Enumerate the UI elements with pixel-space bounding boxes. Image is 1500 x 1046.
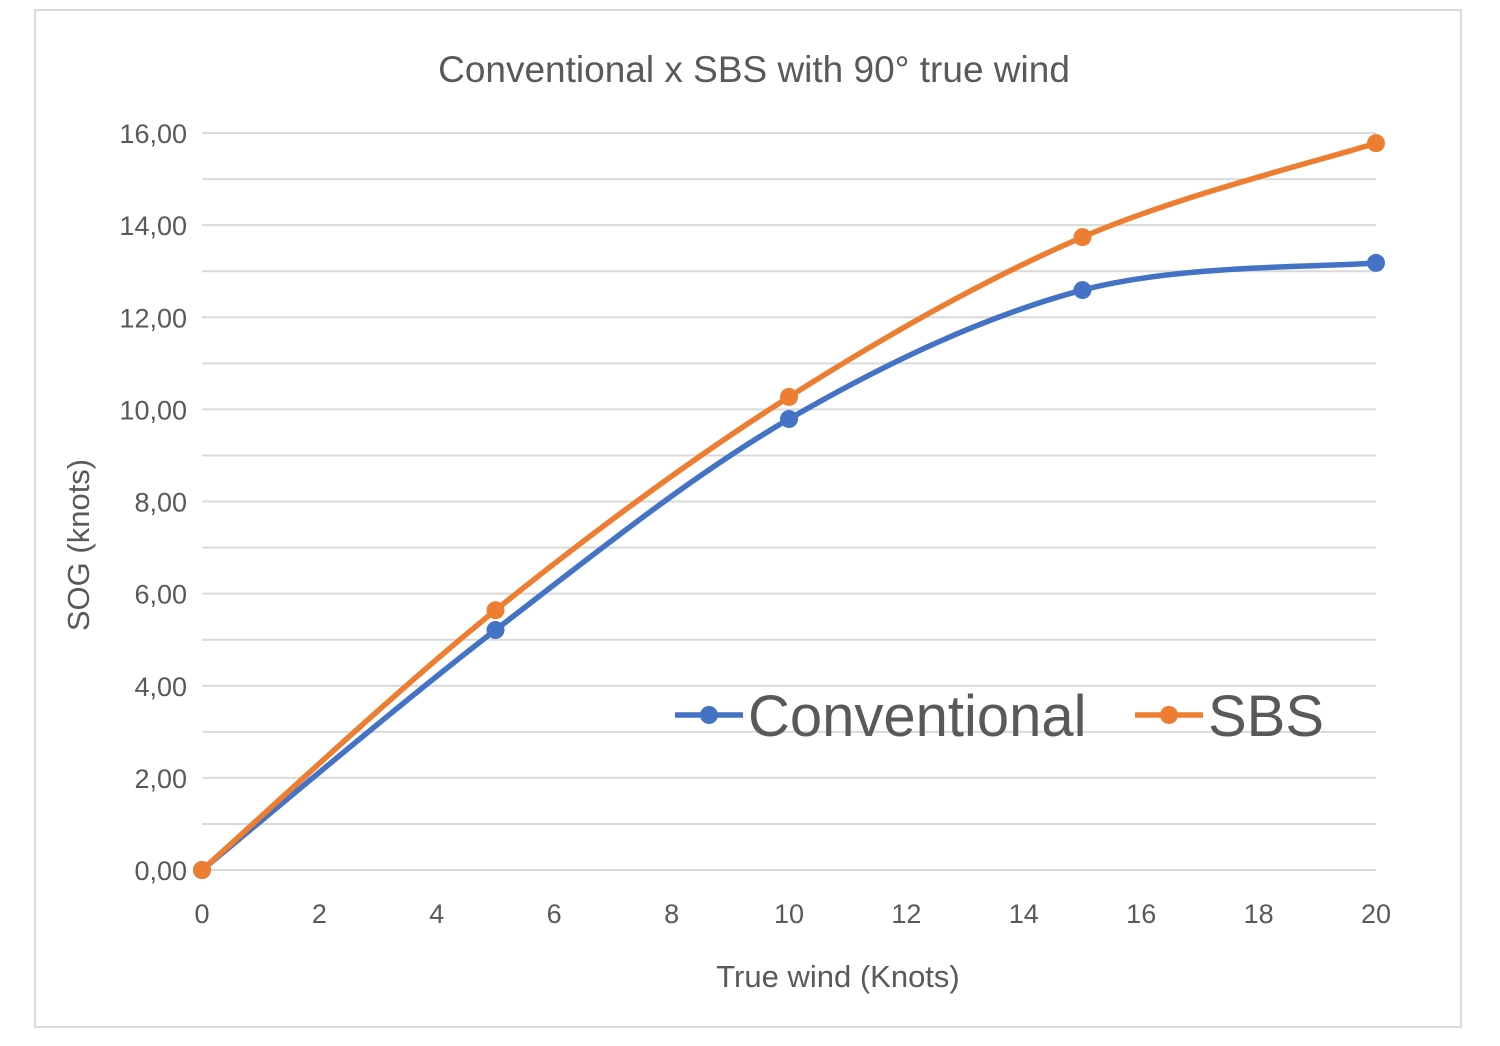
x-tick-label: 6 xyxy=(547,899,562,929)
legend: Conventional SBS xyxy=(675,684,1324,749)
y-tick-label: 4,00 xyxy=(134,672,187,702)
data-point-conventional xyxy=(1073,281,1092,300)
y-tick-label: 8,00 xyxy=(134,488,187,518)
data-point-conventional xyxy=(486,621,505,640)
y-axis-ticks: 0,00 2,00 4,00 6,00 8,00 10,00 12,00 14,00 16,00 xyxy=(119,119,187,886)
x-tick-label: 18 xyxy=(1244,899,1274,929)
data-point-sbs xyxy=(486,601,505,620)
data-point-sbs xyxy=(1367,134,1385,153)
y-tick-label: 12,00 xyxy=(119,303,187,333)
x-tick-label: 20 xyxy=(1361,899,1391,929)
x-tick-label: 8 xyxy=(664,899,679,929)
y-tick-label: 10,00 xyxy=(119,395,187,425)
data-point-conventional xyxy=(780,410,798,429)
series-group xyxy=(193,134,1385,879)
data-point-sbs xyxy=(193,861,211,879)
data-point-conventional xyxy=(1367,253,1385,272)
x-tick-label: 2 xyxy=(312,899,327,929)
series-line-conventional xyxy=(199,260,1379,873)
legend-marker xyxy=(1160,706,1178,724)
legend-label: Conventional xyxy=(748,684,1087,749)
y-tick-label: 2,00 xyxy=(134,764,187,794)
x-axis-ticks: 0 2 4 6 8 10 12 14 16 18 20 xyxy=(194,899,1391,929)
y-tick-label: 6,00 xyxy=(134,580,187,610)
y-tick-label: 16,00 xyxy=(119,119,187,149)
x-tick-label: 4 xyxy=(429,899,444,929)
y-tick-label: 14,00 xyxy=(119,211,187,241)
legend-marker xyxy=(700,706,718,724)
x-tick-label: 10 xyxy=(774,899,804,929)
x-tick-label: 0 xyxy=(194,899,209,929)
chart-title: Conventional x SBS with 90° true wind xyxy=(438,49,1070,90)
chart-border xyxy=(34,9,1462,1028)
x-tick-label: 12 xyxy=(891,899,921,929)
x-tick-label: 16 xyxy=(1126,899,1156,929)
x-axis-label: True wind (Knots) xyxy=(716,959,960,994)
legend-label: SBS xyxy=(1208,684,1324,749)
data-point-sbs xyxy=(780,387,798,406)
data-point-sbs xyxy=(1073,228,1092,247)
y-tick-label: 0,00 xyxy=(134,856,187,886)
y-axis-label: SOG (knots) xyxy=(61,459,96,631)
x-tick-label: 14 xyxy=(1009,899,1039,929)
